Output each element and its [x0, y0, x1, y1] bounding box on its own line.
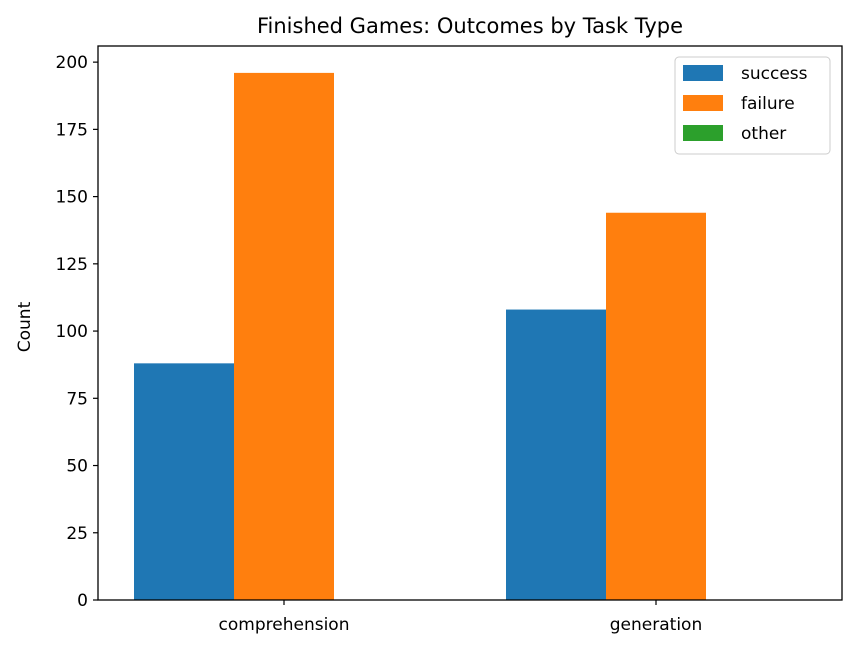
legend-swatch-success: [683, 65, 723, 81]
axes-frame: [97, 45, 843, 601]
y-tick-label: 75: [66, 389, 88, 409]
bar-failure-comprehension: [234, 72, 334, 600]
y-tick-label: 200: [56, 53, 88, 73]
y-tick-label: 0: [77, 591, 88, 611]
bar-failure-generation: [606, 212, 706, 601]
y-tick-label: 150: [56, 188, 88, 208]
y-tick-label: 175: [56, 120, 88, 140]
legend-swatch-other: [683, 125, 723, 141]
legend-label-other: other: [741, 124, 786, 144]
y-tick-label: 50: [66, 457, 88, 477]
chart-title: Finished Games: Outcomes by Task Type: [257, 14, 683, 38]
plot-area: comprehension generation 0 25 50 75 100 125 150 1…: [56, 45, 843, 635]
y-axis-label: Count: [15, 301, 35, 352]
y-tick-label: 100: [56, 322, 88, 342]
legend-label-success: success: [741, 64, 808, 84]
legend-label-failure: failure: [741, 94, 795, 114]
bar-success-comprehension: [134, 363, 234, 600]
y-tick-label: 25: [66, 524, 88, 544]
legend-swatch-failure: [683, 95, 723, 111]
bar-success-generation: [506, 309, 606, 600]
x-tick-label: comprehension: [219, 615, 350, 635]
y-tick-label: 125: [56, 255, 88, 275]
legend: success failure other: [674, 56, 831, 155]
x-tick-label: generation: [610, 615, 702, 635]
